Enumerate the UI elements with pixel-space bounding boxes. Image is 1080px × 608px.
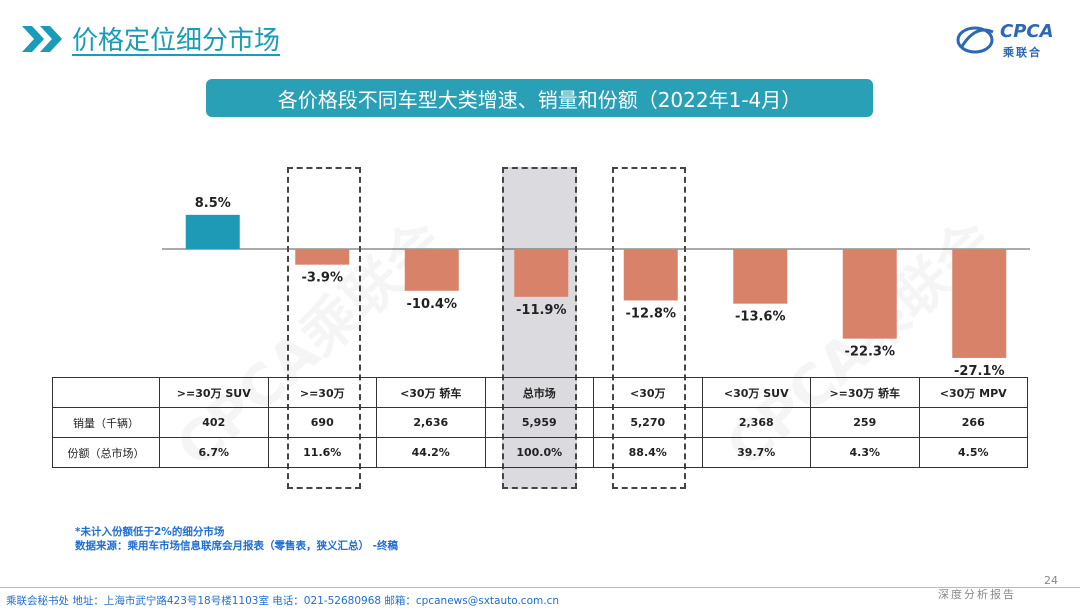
footer-tagline: 深度分析报告: [938, 588, 1016, 601]
table-cell: 266: [918, 407, 1028, 438]
column-header: >=30万 SUV: [159, 377, 269, 408]
bar-4: [623, 249, 678, 301]
table-cell: 6.7%: [159, 437, 269, 468]
footnote-source: 数据来源：乘用车市场信息联席会月报表（零售表，狭义汇总） -终稿: [75, 540, 399, 552]
data-label-5: -13.6%: [735, 310, 786, 325]
logo-text: CPCA: [1000, 21, 1054, 42]
table-corner-cell: [52, 377, 160, 408]
table-row-sales: 销量（千辆） 402 690 2,636 5,959 5,270 2,368 2…: [52, 407, 1028, 438]
column-header: <30万: [593, 377, 703, 408]
column-header: >=30万 轿车: [810, 377, 920, 408]
column-header: <30万 MPV: [918, 377, 1028, 408]
footer-contact: 乘联会秘书处 地址：上海市武宁路423号18号楼1103室 电话：021-526…: [6, 595, 560, 607]
chart-banner-title: 各价格段不同车型大类增速、销量和份额（2022年1-4月）: [206, 79, 873, 117]
column-header: >=30万: [267, 377, 377, 408]
bar-2: [404, 249, 459, 291]
column-header: 总市场: [484, 377, 594, 408]
table-cell: 4.3%: [810, 437, 920, 468]
data-label-6: -22.3%: [845, 345, 896, 360]
logo-subtitle: 乘联合: [1003, 46, 1042, 59]
data-table: >=30万 SUV >=30万 <30万 轿车 总市场 <30万 <30万 SU…: [52, 377, 1028, 468]
table-cell: 11.6%: [267, 437, 377, 468]
data-label-7: -27.1%: [954, 364, 1005, 379]
table-cell: 690: [267, 407, 377, 438]
bar-1: [295, 249, 350, 265]
page-number: 24: [1044, 574, 1058, 587]
data-label-0: 8.5%: [195, 196, 231, 211]
column-header: <30万 SUV: [701, 377, 811, 408]
table-cell: 100.0%: [484, 437, 594, 468]
table-cell: 259: [810, 407, 920, 438]
chevron-arrows-icon: [22, 26, 62, 52]
highlight-box-gte30: [287, 167, 361, 489]
table-cell: 5,959: [484, 407, 594, 438]
table-cell: 5,270: [593, 407, 703, 438]
table-row-share: 份额（总市场） 6.7% 11.6% 44.2% 100.0% 88.4% 39…: [52, 437, 1028, 468]
row-label-sales: 销量（千辆）: [52, 407, 160, 438]
growth-bar-chart: 8.5% -3.9% -10.4% -11.9% -12.8% -13.6% -22.3% -…: [162, 196, 1030, 379]
row-label-share: 份额（总市场）: [52, 437, 160, 468]
page-title: 价格定位细分市场: [72, 26, 281, 56]
data-label-4: -12.8%: [626, 306, 677, 321]
bar-5: [733, 249, 788, 304]
data-label-3: -11.9%: [516, 303, 567, 318]
table-cell: 39.7%: [701, 437, 811, 468]
cpca-logo-icon: [956, 26, 994, 54]
bar-3: [514, 249, 569, 297]
highlight-box-lt30: [612, 167, 686, 489]
data-label-1: -3.9%: [302, 271, 343, 286]
table-cell: 88.4%: [593, 437, 703, 468]
data-label-2: -10.4%: [407, 297, 458, 312]
footnote: *未计入份额低于2%的细分市场 数据来源：乘用车市场信息联席会月报表（零售表，狭…: [75, 525, 398, 553]
table-cell: 402: [159, 407, 269, 438]
column-header: <30万 轿车: [376, 377, 486, 408]
table-cell: 44.2%: [376, 437, 486, 468]
table-cell: 2,368: [701, 407, 811, 438]
bar-6: [842, 249, 897, 339]
table-cell: 2,636: [376, 407, 486, 438]
footer-divider: [0, 587, 1080, 588]
footnote-line: *未计入份额低于2%的细分市场: [75, 526, 225, 538]
table-header-row: >=30万 SUV >=30万 <30万 轿车 总市场 <30万 <30万 SU…: [52, 377, 1028, 408]
table-cell: 4.5%: [918, 437, 1028, 468]
bar-7: [952, 249, 1007, 358]
bar-0: [185, 214, 240, 249]
